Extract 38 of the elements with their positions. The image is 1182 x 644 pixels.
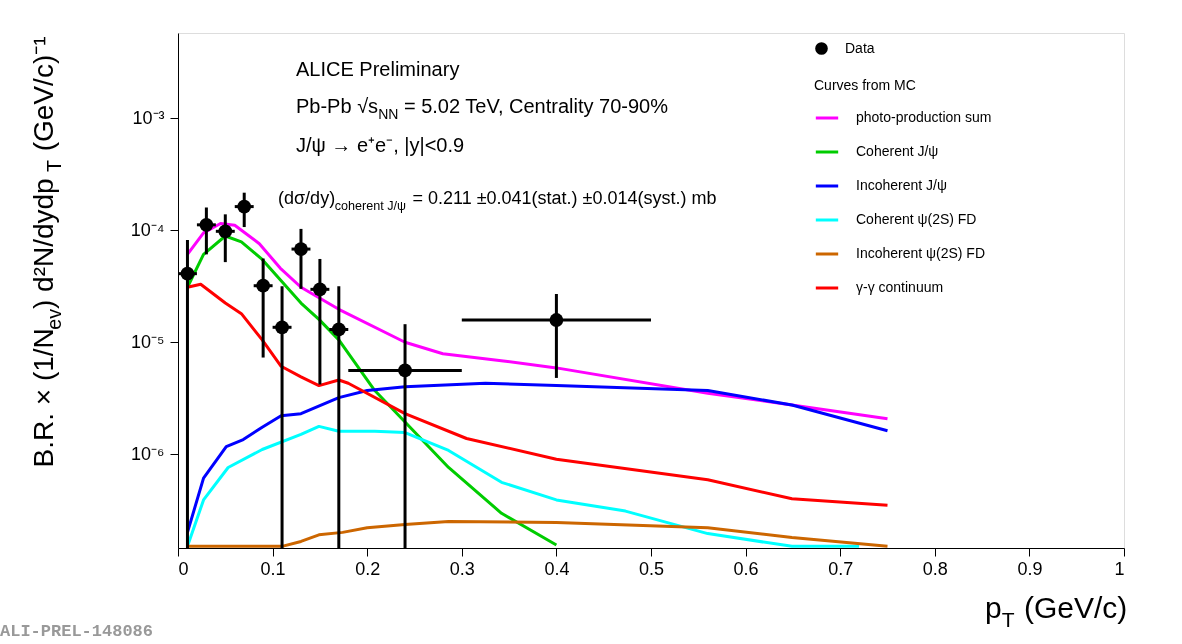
y-tick-label: 10⁻³ [132,107,165,128]
annotation: J/ψ → e⁺e⁻, |y|<0.9 [296,134,465,156]
legend-label: Data [845,39,875,56]
legend-label: Coherent ψ(2S) FD [856,211,977,227]
x-tick-label: 0.2 [355,558,381,579]
point [549,313,564,327]
x-tick-label: 1 [1114,558,1125,579]
legend-label: Incoherent J/ψ [856,177,947,193]
legend-label: Coherent J/ψ [856,143,939,159]
x-tick-label: 0.6 [733,558,759,579]
y-tick-label: 10⁻⁴ [130,219,165,240]
x-tick-label: 0.3 [449,558,475,579]
x-tick-label: 0 [178,558,189,579]
point [313,282,327,297]
x-tick-label: 0.7 [828,558,854,579]
point [294,242,308,256]
annotation: ALICE Preliminary [296,58,460,80]
point [275,320,289,335]
x-tick-label: 0.9 [1017,558,1043,579]
legend-label: photo-production sum [856,109,992,125]
x-tick-label: 0.8 [922,558,948,579]
point [256,278,271,293]
point [199,217,214,232]
point [237,199,252,214]
legend-label: Incoherent ψ(2S) FD [856,245,986,261]
y-tick-label: 10⁻⁶ [131,443,165,464]
point [218,224,233,239]
y-axis-title: B.R. × (1/Nev) d²N/dydpT (GeV/c)⁻¹ [28,36,66,468]
x-tick-label: 0.1 [260,558,286,579]
legend-label: γ-γ continuum [856,279,944,295]
x-tick-label: 0.4 [544,558,570,579]
x-tick-label: 0.5 [638,558,665,579]
point [398,363,412,378]
text: ALI-PREL-148086 [0,621,154,641]
point [180,266,195,281]
legend-title: Curves from MC [814,77,916,93]
y-tick-label: 10⁻⁵ [131,331,165,352]
point [331,322,346,337]
